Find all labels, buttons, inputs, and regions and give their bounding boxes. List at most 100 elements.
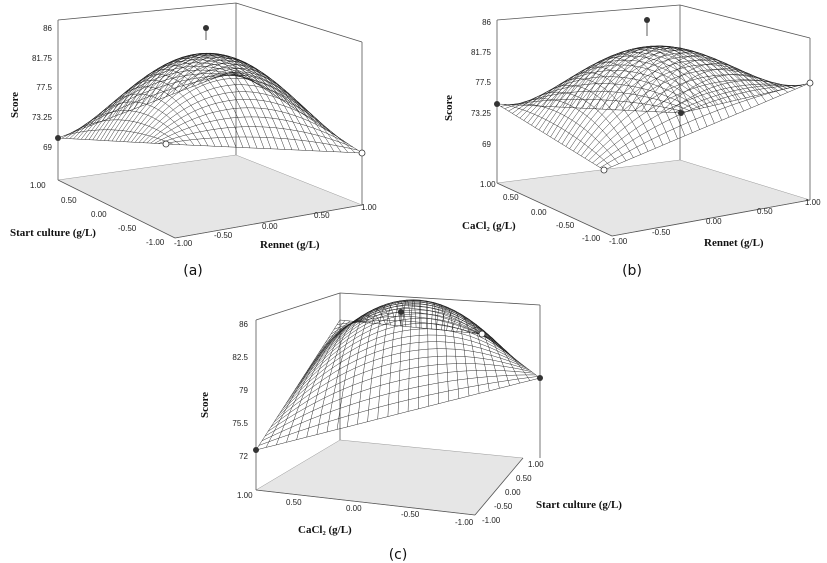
panel-b-z-tick: 77.5 [475,78,491,87]
panel-c-x-tick: -0.50 [401,510,420,519]
panel-c: 86 82.5 79 75.5 72 Score 1.00 0.50 0.00 … [199,292,622,563]
panel-c-axis-x [255,489,476,516]
surface-mesh-line [603,82,811,171]
surface-mesh-line [680,82,811,114]
panel-a-caption: (a) [183,263,203,279]
panel-b-y-tick: 0.50 [503,193,519,202]
panel-b-y-label: CaCl₂ (g/L) [462,220,516,232]
surface-mesh-line [641,58,767,112]
panel-c-z-tick: 75.5 [232,419,248,428]
panel-a-floor [57,154,363,239]
panel-b-y-tick: 1.00 [480,180,496,189]
surface-mesh-line [184,58,307,151]
panel-b-x-tick: -1.00 [609,237,628,246]
panel-c-x-label: CaCl₂ (g/L) [298,524,352,536]
surface-mesh-line [121,64,237,148]
surface-mesh-line [330,311,489,339]
surface-mesh-line [312,299,501,362]
surface-mesh-line [294,309,514,390]
surface-mesh-line [291,313,516,395]
panel-a-y-tick: 0.00 [91,210,107,219]
surface-mesh-line [258,376,538,446]
panel-a-z-label: Score [9,92,21,118]
surface-mesh-line [661,74,789,113]
surface-mesh-line [300,303,510,381]
surface-mesh-line [647,63,774,112]
surface-mesh-line [476,333,531,381]
panel-a-y-label: Start culture (g/L) [10,227,96,239]
panel-b-floor [496,159,811,237]
surface-mesh-line [146,54,265,149]
panel-a-y-tick: -0.50 [118,224,137,233]
panel-b-z-tick: 81.75 [471,48,492,57]
surface-mesh-line [667,80,796,113]
panel-b-y-tick: -1.00 [582,234,601,243]
panel-c-design-point [478,330,486,338]
surface-mesh-line [162,136,358,151]
panel-a-x-tick: -1.00 [174,239,193,248]
surface-mesh-line [418,299,422,409]
panel-c-design-point [537,375,543,381]
surface-mesh-line [456,318,490,391]
surface-mesh-line [216,74,342,153]
panel-b-x-tick: -0.50 [652,228,671,237]
surface-mesh-line [197,64,321,152]
panel-b-axis-x [611,199,811,237]
surface-mesh-line [441,306,460,399]
panel-a-axis-y [57,179,176,239]
panel-c-y-tick: -0.50 [494,502,513,511]
surface-mesh-line [138,84,331,143]
panel-c-x-tick: 0.50 [286,498,302,507]
surface-mesh-line [554,46,751,140]
surface-mesh-line [407,299,417,412]
panel-a-y-tick: 0.50 [61,196,77,205]
surface-mesh-line [336,320,485,336]
surface-mesh-line [503,104,612,168]
surface-mesh-line [562,57,678,139]
panel-b-z-tick: 69 [482,140,491,149]
surface-mesh-line [107,53,295,141]
surface-mesh-line [172,54,293,150]
surface-mesh-line [504,90,691,112]
surface-mesh-line [204,68,328,152]
panel-a-z-tick: 73.25 [32,113,53,122]
panel-b-caption: (b) [622,263,642,279]
panel-a-design-point [55,135,61,141]
panel-b-axis-y [496,182,613,237]
surface-mesh-line [297,306,512,386]
panel-b-surface-mesh [496,45,811,171]
surface-mesh-line [223,74,349,153]
panel-b-z-tick: 73.25 [471,109,492,118]
panel-b-design-point [806,79,814,87]
surface-mesh-line [339,319,483,335]
surface-mesh-line [654,68,781,112]
surface-mesh-line [61,72,241,139]
surface-mesh-line [134,57,251,148]
surface-mesh-line [565,52,765,147]
surface-mesh-line [557,47,755,142]
panel-c-caption: (c) [389,547,408,563]
panel-a-design-point [162,140,170,148]
surface-mesh-line [615,47,737,115]
panel-a-z-tick: 69 [43,143,52,152]
panel-a-x-tick: -0.50 [214,231,233,240]
surface-mesh-line [150,107,345,144]
panel-a-x-tick: 0.00 [262,222,278,231]
panel-a-z-tick: 81.75 [32,54,53,63]
surface-mesh-line [600,83,806,168]
surface-mesh-line [451,313,480,394]
surface-mesh-line [159,52,279,150]
surface-mesh-line [608,46,730,118]
surface-mesh-line [210,71,335,152]
panel-b-design-point [678,110,684,116]
panel-b-y-tick: -0.50 [556,221,575,230]
panel-c-top-right [339,292,541,306]
surface-mesh-line [461,322,500,389]
surface-mesh-line [561,49,760,145]
surface-mesh-line [333,316,487,338]
panel-c-z-tick: 72 [239,452,248,461]
panel-c-y-tick: -1.00 [482,516,501,525]
panel-b-top-right [679,4,811,39]
panel-b-design-point [600,166,608,174]
panel-c-z-tick: 79 [239,386,248,395]
